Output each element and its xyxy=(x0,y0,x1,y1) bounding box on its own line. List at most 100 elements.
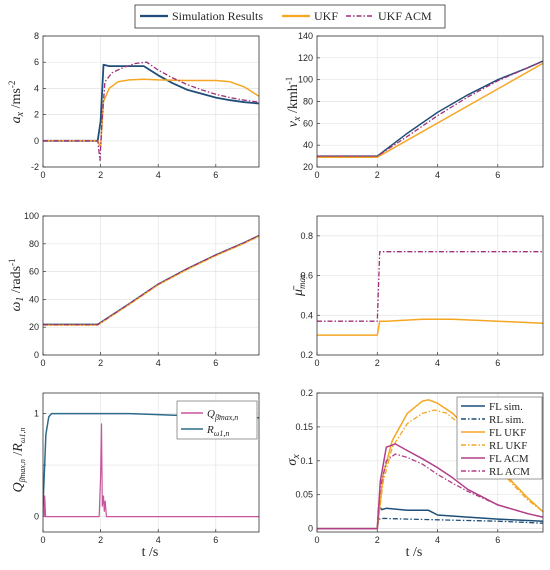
legend-label-sigma: RL UKF xyxy=(489,440,527,452)
x-tick-label-sigma: 4 xyxy=(435,535,440,545)
y-tick-label-omega: 0 xyxy=(34,350,39,360)
plot-area-omega xyxy=(43,216,259,355)
y-tick-label-vx: 120 xyxy=(298,53,313,63)
series-group-ax xyxy=(43,61,259,162)
legend-label-sigma: FL sim. xyxy=(489,401,523,413)
y-tick-label-vx: 60 xyxy=(303,118,313,128)
y-tick-label-ax: 4 xyxy=(34,83,39,93)
plot-area-mu xyxy=(317,216,543,355)
top-legend-label-acm: UKF ACM xyxy=(378,9,432,23)
y-tick-label-mu: 0.2 xyxy=(300,350,313,360)
y-tick-label-ax: 6 xyxy=(34,57,39,67)
x-tick-label-sigma: 0 xyxy=(314,535,319,545)
ylabel-sigma: σx xyxy=(285,454,302,466)
x-tick-label-qr: 4 xyxy=(156,535,161,545)
axes-frame-vx xyxy=(316,35,544,168)
x-tick-label-ax: 2 xyxy=(98,170,103,180)
x-tick-label-mu: 0 xyxy=(314,358,319,368)
y-tick-label-omega: 100 xyxy=(24,211,39,221)
legend-label-sigma: FL ACM xyxy=(489,453,529,465)
y-tick-label-vx: 80 xyxy=(303,97,313,107)
x-tick-label-sigma: 6 xyxy=(495,535,500,545)
y-tick-label-sigma: 0 xyxy=(308,524,313,534)
y-tick-label-sigma: 0.15 xyxy=(295,422,313,432)
x-tick-label-omega: 6 xyxy=(213,358,218,368)
x-tick-label-qr: 0 xyxy=(40,535,45,545)
top-legend-label-sim: Simulation Results xyxy=(172,9,263,23)
series-group-mu xyxy=(317,251,543,336)
series-group-omega xyxy=(43,234,259,326)
chart-sigma: 0 2 4 600.050.10.150.2FL sim.RL sim.FL UKFR… xyxy=(295,388,544,545)
x-tick-label-vx: 0 xyxy=(314,170,319,180)
y-tick-label-omega: 80 xyxy=(29,239,39,249)
y-tick-label-vx: 40 xyxy=(303,140,313,150)
y-tick-label-vx: 140 xyxy=(298,31,313,41)
axes-frame-mu xyxy=(316,215,544,356)
series-line-qr-0 xyxy=(43,423,259,518)
x-tick-label-ax: 0 xyxy=(40,170,45,180)
axes-frame-ax xyxy=(42,35,260,168)
x-tick-label-mu: 6 xyxy=(495,358,500,368)
ylabel-ax: ax /ms-2 xyxy=(7,81,26,124)
y-tick-label-ax: -2 xyxy=(31,162,39,172)
x-tick-label-mu: 2 xyxy=(375,358,380,368)
y-tick-label-vx: 100 xyxy=(298,75,313,85)
xlabel-right: t /s xyxy=(406,545,423,560)
series-line-omega-2 xyxy=(43,234,259,326)
y-tick-label-mu: 0.6 xyxy=(300,271,313,281)
series-line-mu-0 xyxy=(317,318,543,336)
top-legend-label-ukf: UKF xyxy=(314,9,338,23)
x-tick-label-omega: 0 xyxy=(40,358,45,368)
x-tick-label-ax: 6 xyxy=(213,170,218,180)
y-tick-label-qr: 1 xyxy=(34,409,39,419)
chart-mu: 0 2 4 6 0.2 0.4 0.6 0.8 xyxy=(300,215,544,368)
legend-label-sigma: FL UKF xyxy=(489,427,526,439)
y-tick-label-ax: 8 xyxy=(34,31,39,41)
y-tick-label-sigma: 0.2 xyxy=(300,388,313,398)
x-tick-label-vx: 4 xyxy=(435,170,440,180)
top-legend: Simulation Results UKF UKF ACM xyxy=(134,4,446,29)
chart-vx: 0 2 4 6 20 40 60 80 100 120 140 xyxy=(298,31,544,180)
legend-box-sigma xyxy=(456,396,543,480)
x-tick-label-omega: 4 xyxy=(156,358,161,368)
series-line-vx-2 xyxy=(317,60,543,157)
axes-frame-omega xyxy=(42,215,260,356)
y-tick-label-omega: 40 xyxy=(29,294,39,304)
legend-label-sigma: RL ACM xyxy=(489,466,530,478)
x-tick-label-vx: 6 xyxy=(495,170,500,180)
y-tick-label-mu: 0.4 xyxy=(300,310,313,320)
y-tick-label-sigma: 0.05 xyxy=(295,490,313,500)
series-line-ax-0 xyxy=(43,63,259,142)
series-line-sigma-5 xyxy=(317,453,543,530)
series-line-sigma-3 xyxy=(317,409,543,530)
axes-frame-sigma xyxy=(316,392,544,533)
ylabel-omega: ω1 /rads-1 xyxy=(7,258,26,311)
y-tick-label-ax: 0 xyxy=(34,136,39,146)
x-tick-label-qr: 2 xyxy=(98,535,103,545)
series-group-vx xyxy=(317,60,543,158)
series-line-mu-1 xyxy=(317,251,543,322)
x-tick-label-omega: 2 xyxy=(98,358,103,368)
x-tick-label-qr: 6 xyxy=(213,535,218,545)
ylabel-qr: Qβ̄max,n /Rω1,n xyxy=(11,427,27,492)
legend-box-qr xyxy=(176,400,258,440)
series-line-vx-1 xyxy=(317,62,543,158)
axes-frame-qr xyxy=(42,392,260,533)
x-tick-label-ax: 4 xyxy=(156,170,161,180)
series-line-ax-2 xyxy=(43,61,259,162)
x-tick-label-vx: 2 xyxy=(375,170,380,180)
y-tick-label-qr: 0 xyxy=(34,512,39,522)
x-tick-label-sigma: 2 xyxy=(375,535,380,545)
plot-area-ax xyxy=(43,36,259,167)
xlabel-left: t /s xyxy=(142,545,159,560)
y-tick-label-omega: 60 xyxy=(29,267,39,277)
y-tick-label-sigma: 0.1 xyxy=(300,456,313,466)
legend-label-sigma: RL sim. xyxy=(489,414,524,426)
ylabel-vx: vx /kmh-1 xyxy=(284,77,303,127)
